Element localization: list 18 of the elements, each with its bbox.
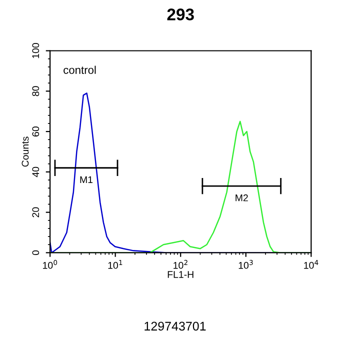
x-tick-label: 10$^{3}$	[238, 260, 253, 269]
y-tick-label: 0	[32, 250, 40, 256]
series-label: M1	[80, 176, 93, 184]
x-tick-label: 10$^{0}$	[43, 260, 58, 269]
x-tick-label: 10$^{2}$	[174, 260, 188, 269]
y-tick-label: 20	[32, 207, 40, 218]
y-tick-label: 40	[32, 166, 40, 178]
y-tick-label: 100	[32, 43, 40, 58]
series-label: M2	[236, 194, 248, 202]
y-tick-label: 60	[32, 126, 40, 136]
y-tick-label: 80	[32, 86, 40, 96]
chart-title: 293	[167, 8, 194, 20]
x-tick-label: 10$^{4}$	[304, 260, 318, 269]
x-axis-title: FL1-H	[168, 271, 194, 278]
text: 129743701	[144, 322, 206, 331]
x-tick-label: 10$^{1}$	[108, 260, 122, 269]
annotation: control	[64, 66, 96, 74]
y-axis-title: Counts	[22, 136, 29, 167]
